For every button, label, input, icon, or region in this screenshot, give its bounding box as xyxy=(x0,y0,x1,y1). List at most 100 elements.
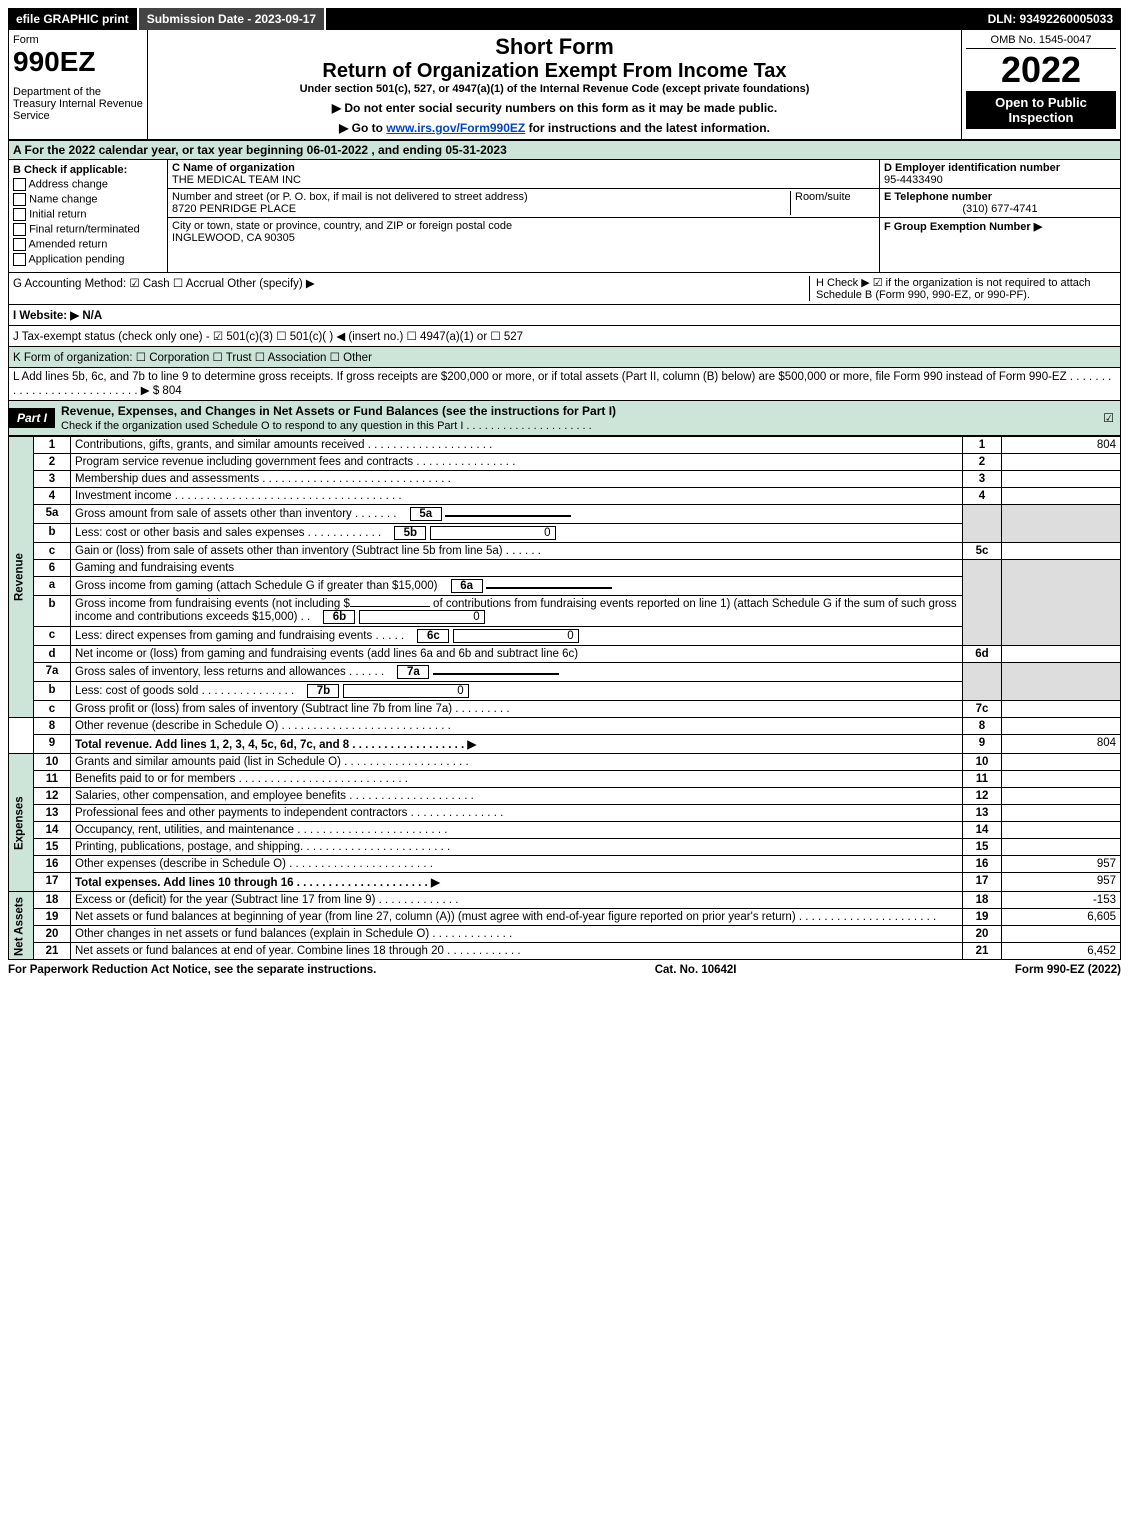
line-7a-num: 7a xyxy=(34,663,71,682)
line-7ab-shaded-amt xyxy=(1002,663,1121,701)
line-19-box: 19 xyxy=(963,909,1002,926)
line-6-shaded xyxy=(963,560,1002,646)
line-9-amount: 804 xyxy=(1002,735,1121,754)
org-street: 8720 PENRIDGE PLACE xyxy=(172,203,790,215)
line-20-text: Other changes in net assets or fund bala… xyxy=(71,926,963,943)
line-4-num: 4 xyxy=(34,488,71,505)
line-5a-num: 5a xyxy=(34,505,71,524)
section-i: I Website: ▶ N/A xyxy=(8,305,1121,326)
line-15-amount xyxy=(1002,839,1121,856)
chk-application-pending[interactable]: Application pending xyxy=(13,253,163,266)
header-left: Form 990EZ Department of the Treasury In… xyxy=(9,30,148,139)
line-16-num: 16 xyxy=(34,856,71,873)
line-5a-cell: Gross amount from sale of assets other t… xyxy=(71,505,963,524)
form-label: Form xyxy=(13,34,143,46)
line-5ab-shaded xyxy=(963,505,1002,543)
expenses-side-label: Expenses xyxy=(9,754,34,892)
line-9-num: 9 xyxy=(34,735,71,754)
dln: DLN: 93492260005033 xyxy=(980,8,1121,30)
line-18-box: 18 xyxy=(963,892,1002,909)
line-1-box: 1 xyxy=(963,437,1002,454)
line-5ab-shaded-amt xyxy=(1002,505,1121,543)
line-18-amount: -153 xyxy=(1002,892,1121,909)
line-12-text: Salaries, other compensation, and employ… xyxy=(71,788,963,805)
line-5c-num: c xyxy=(34,543,71,560)
line-10-box: 10 xyxy=(963,754,1002,771)
part1-title: Revenue, Expenses, and Changes in Net As… xyxy=(55,401,1097,435)
line-8-text: Other revenue (describe in Schedule O) .… xyxy=(71,718,963,735)
efile-button[interactable]: efile GRAPHIC print xyxy=(8,8,139,30)
section-h: H Check ▶ ☑ if the organization is not r… xyxy=(809,276,1116,301)
part1-check-text: Check if the organization used Schedule … xyxy=(61,420,592,432)
line-15-box: 15 xyxy=(963,839,1002,856)
revenue-table: Revenue 1 Contributions, gifts, grants, … xyxy=(8,436,1121,960)
part1-checkbox[interactable]: ☑ xyxy=(1097,408,1120,428)
row-gh: G Accounting Method: ☑ Cash ☐ Accrual Ot… xyxy=(8,273,1121,305)
line-21-amount: 6,452 xyxy=(1002,943,1121,960)
chk-amended-return[interactable]: Amended return xyxy=(13,238,163,251)
line-6-text: Gaming and fundraising events xyxy=(71,560,963,577)
line-3-num: 3 xyxy=(34,471,71,488)
line-1-num: 1 xyxy=(34,437,71,454)
line-2-text: Program service revenue including govern… xyxy=(71,454,963,471)
department-label: Department of the Treasury Internal Reve… xyxy=(13,86,143,122)
chk-name-change[interactable]: Name change xyxy=(13,193,163,206)
line-13-num: 13 xyxy=(34,805,71,822)
line-1-amount: 804 xyxy=(1002,437,1121,454)
net-assets-side-label: Net Assets xyxy=(9,892,34,960)
line-16-box: 16 xyxy=(963,856,1002,873)
line-4-box: 4 xyxy=(963,488,1002,505)
line-14-num: 14 xyxy=(34,822,71,839)
section-a: A For the 2022 calendar year, or tax yea… xyxy=(8,140,1121,160)
line-11-amount xyxy=(1002,771,1121,788)
top-bar: efile GRAPHIC print Submission Date - 20… xyxy=(8,8,1121,30)
line-15-num: 15 xyxy=(34,839,71,856)
line-16-text: Other expenses (describe in Schedule O) … xyxy=(71,856,963,873)
line-11-box: 11 xyxy=(963,771,1002,788)
line-7ab-shaded xyxy=(963,663,1002,701)
line-17-text: Total expenses. Add lines 10 through 16 … xyxy=(71,873,963,892)
line-19-num: 19 xyxy=(34,909,71,926)
line-8-amount xyxy=(1002,718,1121,735)
line-3-text: Membership dues and assessments . . . . … xyxy=(71,471,963,488)
line-20-num: 20 xyxy=(34,926,71,943)
line-7c-text: Gross profit or (loss) from sales of inv… xyxy=(71,701,963,718)
section-l: L Add lines 5b, 6c, and 7b to line 9 to … xyxy=(8,368,1121,401)
instr2-post: for instructions and the latest informat… xyxy=(525,121,770,135)
org-city: INGLEWOOD, CA 90305 xyxy=(172,232,875,244)
section-def: D Employer identification number 95-4433… xyxy=(880,160,1120,272)
line-1-text: Contributions, gifts, grants, and simila… xyxy=(71,437,963,454)
line-18-num: 18 xyxy=(34,892,71,909)
d-label: D Employer identification number xyxy=(884,162,1116,174)
line-5b-num: b xyxy=(34,524,71,543)
line-11-text: Benefits paid to or for members . . . . … xyxy=(71,771,963,788)
line-5c-box: 5c xyxy=(963,543,1002,560)
line-6a-cell: Gross income from gaming (attach Schedul… xyxy=(71,577,963,596)
line-14-box: 14 xyxy=(963,822,1002,839)
line-4-text: Investment income . . . . . . . . . . . … xyxy=(71,488,963,505)
irs-link[interactable]: www.irs.gov/Form990EZ xyxy=(386,121,525,135)
footer-left: For Paperwork Reduction Act Notice, see … xyxy=(8,964,376,976)
line-12-box: 12 xyxy=(963,788,1002,805)
chk-final-return[interactable]: Final return/terminated xyxy=(13,223,163,236)
line-9-box: 9 xyxy=(963,735,1002,754)
line-6b-num: b xyxy=(34,596,71,627)
line-7b-cell: Less: cost of goods sold . . . . . . . .… xyxy=(71,682,963,701)
line-2-num: 2 xyxy=(34,454,71,471)
telephone-value: (310) 677-4741 xyxy=(884,203,1116,215)
section-b: B Check if applicable: Address change Na… xyxy=(9,160,168,272)
line-12-amount xyxy=(1002,788,1121,805)
revenue-side-label: Revenue xyxy=(9,437,34,718)
short-form-title: Short Form xyxy=(152,34,957,60)
line-4-amount xyxy=(1002,488,1121,505)
info-block: B Check if applicable: Address change Na… xyxy=(8,160,1121,273)
chk-initial-return[interactable]: Initial return xyxy=(13,208,163,221)
line-8-num: 8 xyxy=(34,718,71,735)
instruction-2: ▶ Go to www.irs.gov/Form990EZ for instru… xyxy=(152,121,957,135)
line-17-amount: 957 xyxy=(1002,873,1121,892)
line-18-text: Excess or (deficit) for the year (Subtra… xyxy=(71,892,963,909)
chk-address-change[interactable]: Address change xyxy=(13,178,163,191)
section-j: J Tax-exempt status (check only one) - ☑… xyxy=(8,326,1121,347)
form-header: Form 990EZ Department of the Treasury In… xyxy=(8,30,1121,140)
line-5c-text: Gain or (loss) from sale of assets other… xyxy=(71,543,963,560)
